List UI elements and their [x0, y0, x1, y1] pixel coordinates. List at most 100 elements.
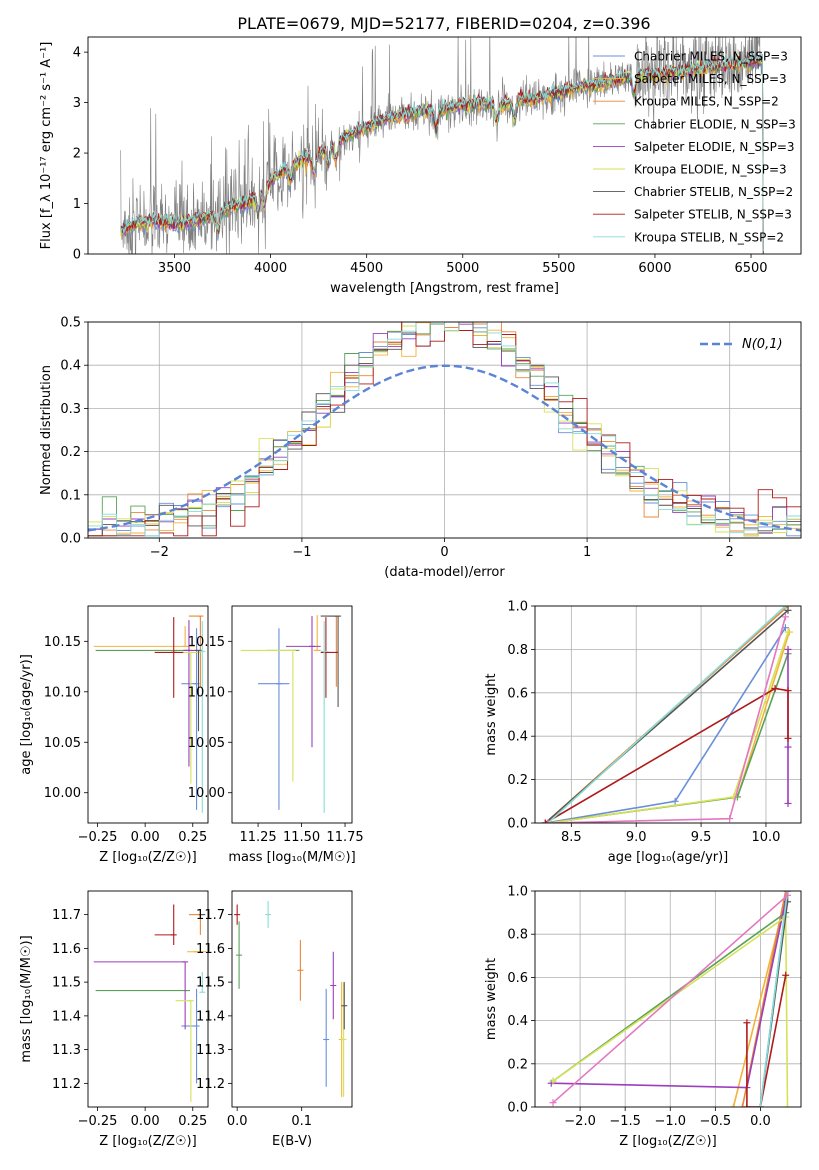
- y-tick-label: 10.00: [44, 786, 81, 801]
- y-tick-label: 0.8: [507, 928, 528, 943]
- x-tick-label: 0.0: [227, 1114, 248, 1129]
- x-tick-label: 0: [440, 545, 448, 560]
- model-spectrum-8: [120, 50, 764, 252]
- mass-weight-marker: [743, 1103, 751, 1107]
- x-tick-label: 9.0: [626, 830, 647, 845]
- axes-frame: [87, 605, 209, 824]
- x-axis-label: Z [log₁₀(Z/Z☉)]: [619, 1134, 716, 1149]
- errorbar-point: [181, 988, 200, 1084]
- y-tick-label: 2: [73, 147, 81, 162]
- y-tick-label: 11.2: [196, 1077, 225, 1092]
- mass-weight-marker: [726, 815, 734, 823]
- mass-weight-marker: [784, 743, 792, 751]
- residual-histogram-8: [88, 322, 801, 537]
- spectrum-marks: [120, 37, 764, 254]
- mass-weight-line-0: [545, 627, 787, 823]
- mass-weight-marker: [671, 797, 679, 805]
- mass-weight-marker: [784, 734, 792, 742]
- x-tick-label: −0.5: [700, 1114, 732, 1129]
- mass-weight-marker: [781, 613, 789, 621]
- errorbar-point: [154, 617, 184, 698]
- mass-weight-marker: [756, 1103, 764, 1107]
- x-tick-label: 8.5: [561, 830, 582, 845]
- x-tick-label: 1: [583, 545, 591, 560]
- y-axis-label: Flux [f_λ 10⁻¹⁷ erg cm⁻² s⁻¹ A⁻¹]: [39, 42, 54, 250]
- y-tick-label: 11.4: [52, 1009, 81, 1024]
- x-tick-label: −1.5: [609, 1114, 641, 1129]
- y-tick-label: 11.5: [52, 976, 81, 991]
- axes-frame: [87, 890, 209, 1108]
- y-tick-label: 0.8: [507, 643, 528, 658]
- residual-legend: N(0,1): [700, 337, 783, 352]
- residual-histogram-6: [88, 322, 801, 537]
- legend-entry: Salpeter MILES, N_SSP=3: [634, 72, 787, 86]
- mass-weight-marker: [549, 1077, 557, 1085]
- mass-weight-marker: [738, 1103, 746, 1107]
- mass_vs_Z-marks: [93, 904, 207, 1102]
- legend-entry: Chabrier MILES, N_SSP=3: [634, 50, 788, 64]
- mass-weight-marker: [784, 606, 792, 614]
- mass-weight-marker: [549, 1099, 557, 1107]
- legend-entry: N(0,1): [742, 337, 783, 352]
- mass-weight-line-7: [544, 687, 789, 823]
- errorbar-point: [93, 626, 195, 647]
- mass-weight-marker: [783, 1103, 791, 1107]
- spectrum-plot: 3500 4000 4500 5000 5500 6000 6500 0 1 2 3 4 wavelen…: [39, 36, 802, 296]
- x-tick-label: 4000: [254, 261, 287, 276]
- legend-entry: Chabrier STELIB, N_SSP=2: [634, 185, 793, 199]
- errorbar-point: [297, 939, 304, 1001]
- y-tick-label: 11.6: [196, 942, 225, 957]
- x-axis-label: E(B-V): [272, 1134, 312, 1149]
- y-tick-label: 0.5: [60, 316, 81, 331]
- y-tick-label: 0.1: [60, 488, 81, 503]
- x-tick-label: 11.25: [239, 830, 276, 845]
- y-tick-label: 10.15: [188, 635, 225, 650]
- x-axis-label: Z [log₁₀(Z/Z☉)]: [99, 850, 196, 865]
- y-tick-label: 11.3: [196, 1043, 225, 1058]
- residuals-marks: [88, 322, 801, 537]
- y-tick-label: 10.05: [188, 736, 225, 751]
- y-tick-label: 10.05: [44, 736, 81, 751]
- y-tick-label: 11.5: [196, 976, 225, 991]
- x-tick-label: 10.0: [751, 830, 780, 845]
- y-axis-label: Normed distribution: [39, 365, 54, 495]
- x-axis-label: (data-model)/error: [384, 565, 505, 580]
- y-tick-label: 10.15: [44, 635, 81, 650]
- y-axis-label: age [log₁₀(age/yr)]: [19, 654, 34, 775]
- mass-weight-marker: [784, 645, 792, 653]
- y-tick-label: 11.3: [52, 1043, 81, 1058]
- y-tick-label: 0: [73, 248, 81, 263]
- y-tick-label: 0.3: [60, 402, 81, 417]
- mass_weight_vs_Z-plot: −2.0 −1.5 −1.0 −0.5 0.0 0.0 0.2 0.4 0.6 0.8 1.0 Z […: [484, 885, 802, 1149]
- y-tick-label: 11.7: [52, 908, 81, 923]
- y-tick-label: 0.2: [60, 445, 81, 460]
- y-tick-label: 10.00: [188, 786, 225, 801]
- residual-histogram-2: [88, 322, 801, 537]
- legend-entry: Chabrier ELODIE, N_SSP=3: [634, 117, 796, 131]
- mass-weight-marker: [541, 819, 549, 823]
- x-tick-label: 6500: [734, 261, 767, 276]
- errorbar-point: [195, 649, 202, 732]
- spectrum-legend: Chabrier MILES, N_SSP=3 Salpeter MILES, N…: [593, 50, 796, 244]
- y-tick-label: 0.0: [60, 532, 81, 547]
- x-axis-label: Z [log₁₀(Z/Z☉)]: [99, 1134, 196, 1149]
- mass-weight-line-9: [547, 616, 787, 823]
- legend-entry: Kroupa MILES, N_SSP=2: [634, 95, 779, 109]
- mass-weight-marker: [771, 684, 779, 692]
- x-tick-label: 11.50: [283, 830, 320, 845]
- mass_weight_vs_age-plot: 8.5 9.0 9.5 10.0 0.0 0.2 0.4 0.6 0.8 1.0 age [log₁…: [484, 600, 802, 865]
- errorbar-point: [199, 972, 206, 993]
- y-tick-label: 10.10: [188, 685, 225, 700]
- x-tick-label: −1: [292, 545, 311, 560]
- x-tick-label: 5500: [542, 261, 575, 276]
- y-tick-label: 1.0: [507, 885, 528, 900]
- mass_weight_vs_age-marks: [541, 606, 793, 823]
- x-tick-label: 5000: [446, 261, 479, 276]
- x-axis-label: mass [log₁₀(M/M☉)]: [228, 850, 355, 865]
- y-tick-label: 0.2: [507, 773, 528, 788]
- normal-curve: [88, 364, 801, 532]
- mass-weight-marker: [783, 898, 791, 906]
- errorbar-point: [285, 616, 321, 748]
- errorbar-point: [93, 961, 189, 1030]
